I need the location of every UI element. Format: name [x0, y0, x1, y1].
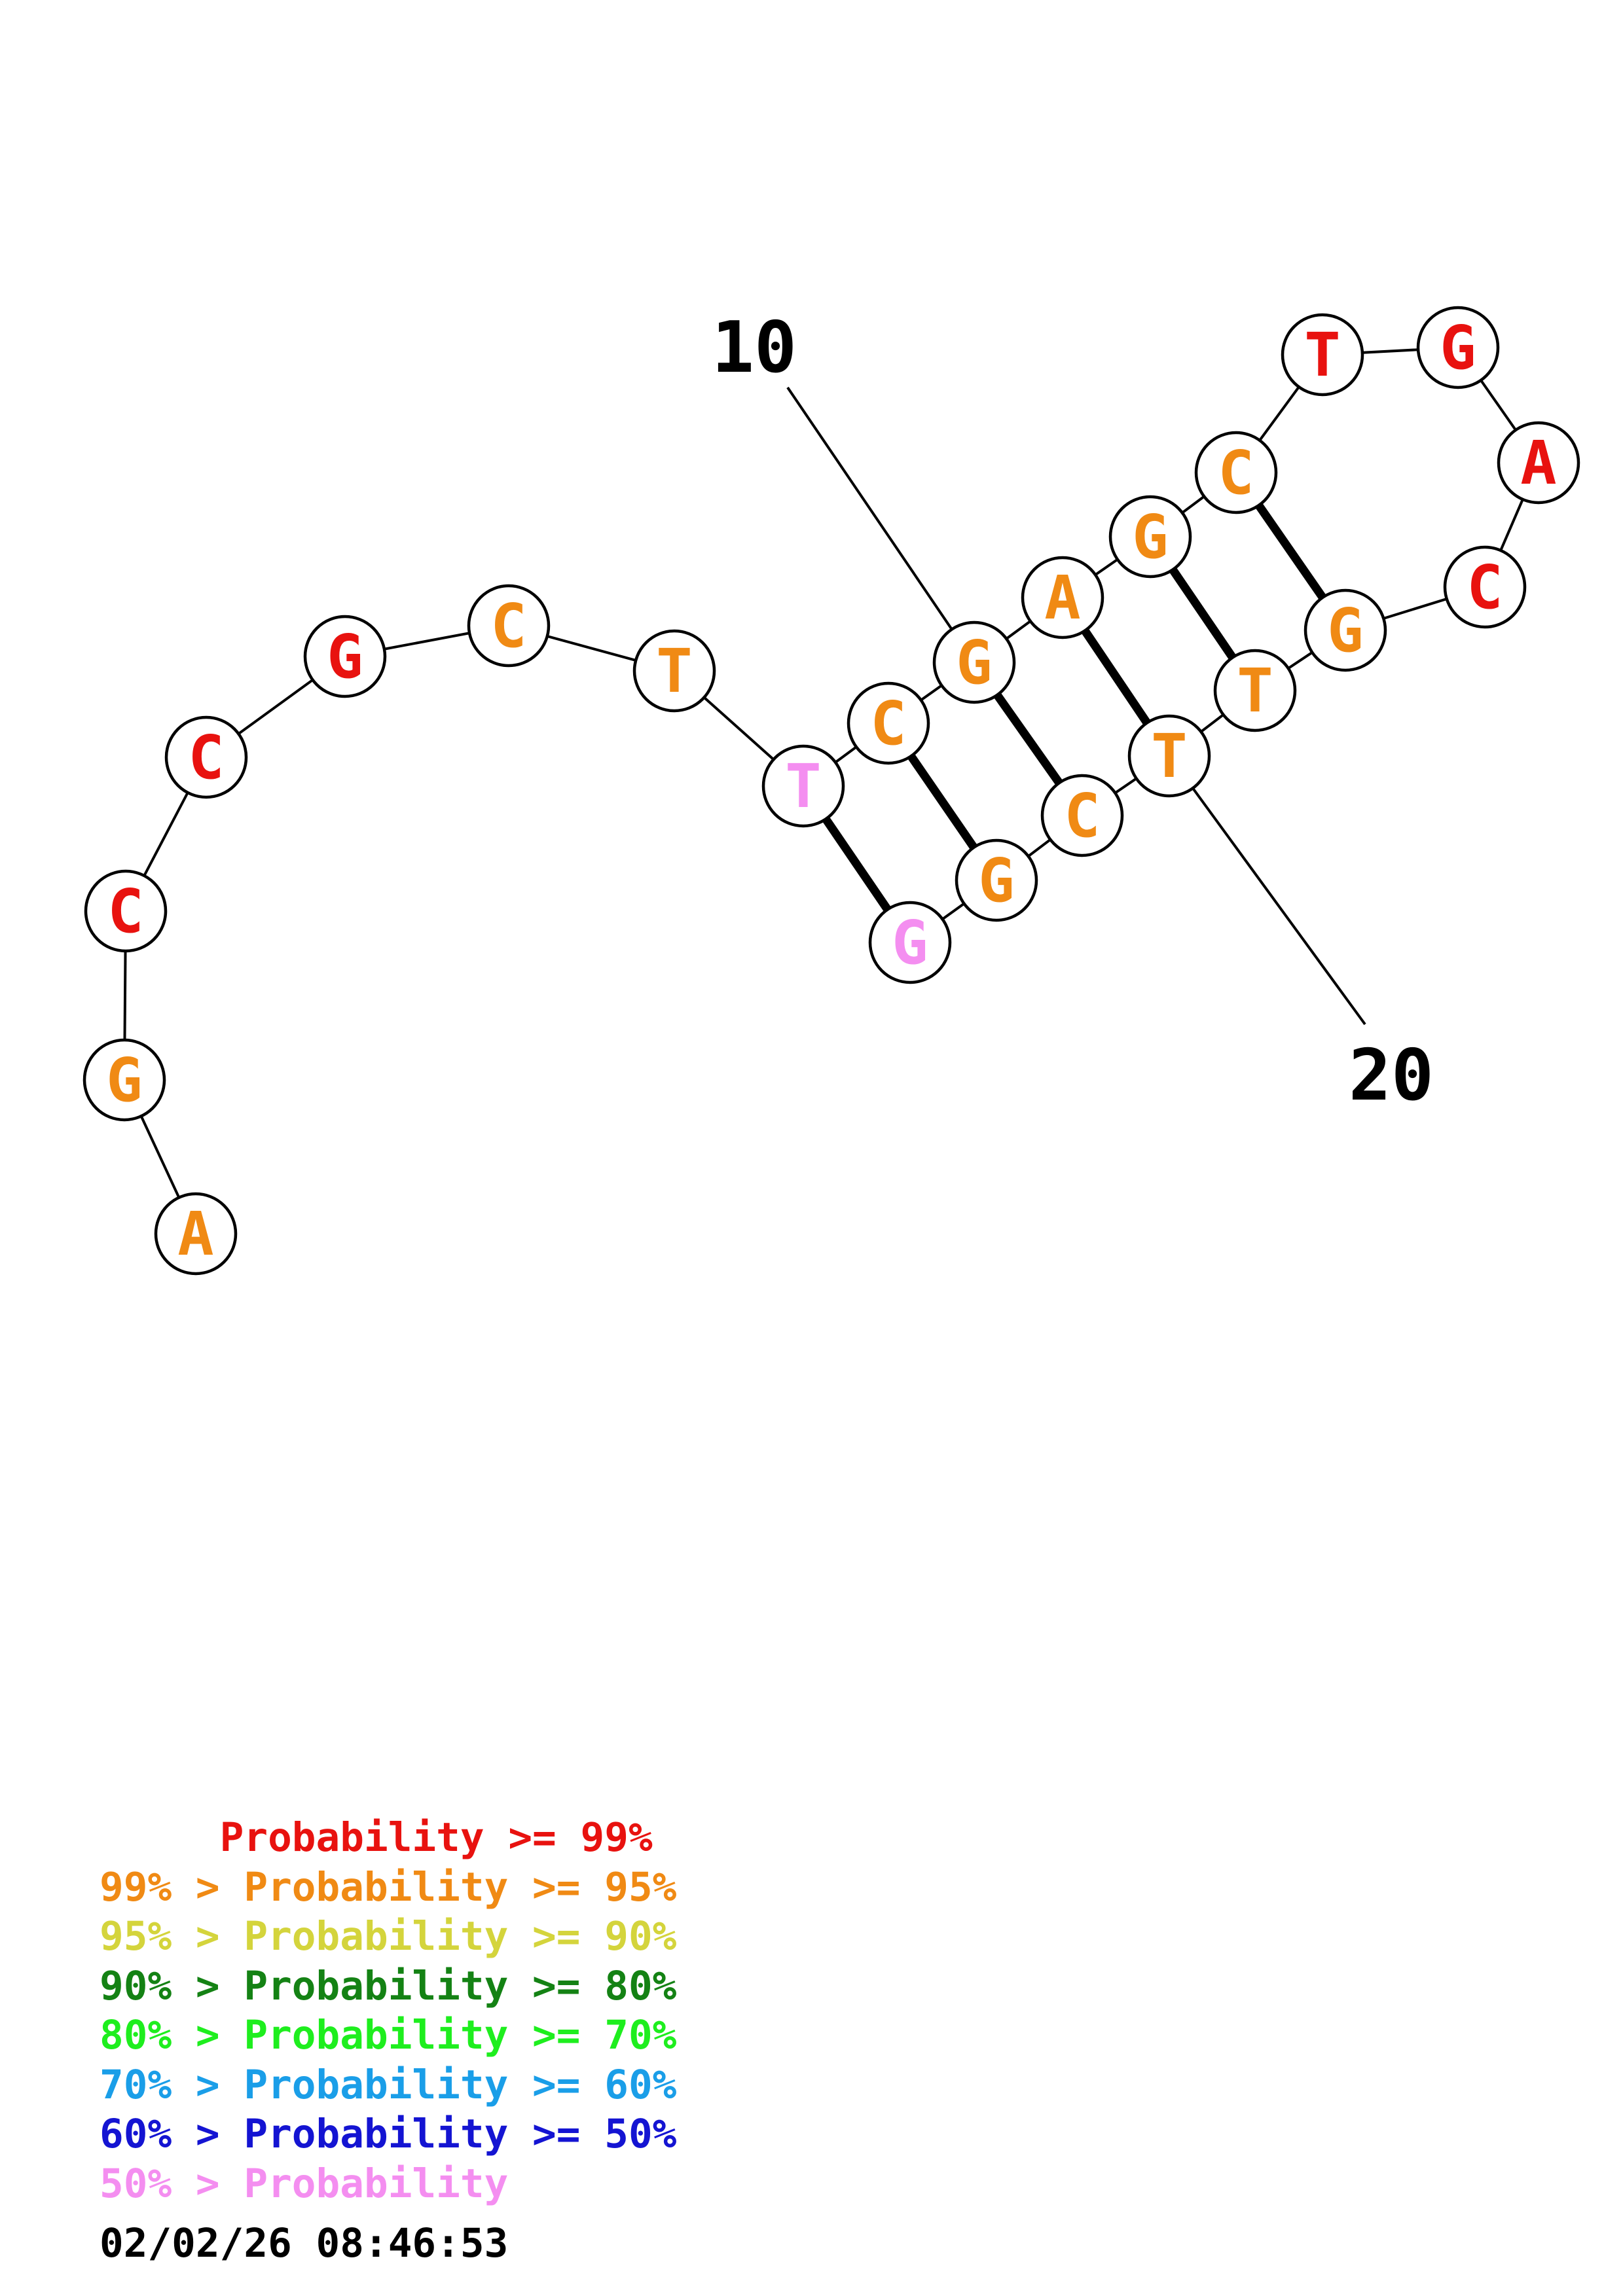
nucleotide: G	[1304, 588, 1387, 672]
nucleotide: G	[303, 615, 387, 698]
nucleotide-circle	[1304, 588, 1387, 672]
nucleotide-circle	[847, 681, 930, 765]
nucleotide: A	[154, 1192, 238, 1276]
nucleotide: C	[847, 681, 930, 765]
nucleotide: C	[467, 584, 551, 668]
nucleotide-letter: T	[785, 751, 821, 821]
nucleotide-letter: C	[1218, 438, 1254, 508]
nucleotide-circle	[1281, 313, 1364, 397]
nucleotide-circle	[164, 715, 248, 799]
position-label-leaders	[786, 386, 1366, 1026]
label-leader-line	[1168, 755, 1366, 1026]
nucleotide-letter: G	[956, 628, 992, 698]
legend-entry: 50% > Probability	[100, 2160, 509, 2207]
nucleotide-circle	[1497, 421, 1580, 505]
probability-legend: Probability >= 99% 99% > Probability >= 9…	[100, 1813, 676, 2208]
position-label: 20	[1349, 1035, 1434, 1117]
legend-entry: Probability >= 99%	[100, 1814, 653, 1861]
nucleotide-circle	[84, 869, 168, 953]
nucleotide-circle	[1443, 545, 1527, 629]
nucleotide-circle	[1194, 431, 1278, 514]
nucleotide-letter: G	[327, 622, 363, 692]
nucleotide-circle	[632, 629, 716, 713]
nucleotide-letter: G	[978, 846, 1014, 916]
legend-entry: 80% > Probability >= 70%	[100, 2012, 677, 2058]
nucleotide-letter: A	[1520, 428, 1556, 498]
nucleotide-letter: G	[1132, 502, 1168, 572]
nucleotide-letter: T	[656, 636, 692, 706]
nucleotide-letter: T	[1237, 656, 1273, 726]
nucleotide-letter: A	[177, 1199, 213, 1269]
nucleotide-letter: G	[1440, 313, 1476, 383]
label-leader-line	[786, 386, 976, 664]
nucleotide-letter: A	[1044, 563, 1080, 633]
nucleotide: G	[955, 838, 1038, 922]
nucleotide: T	[1281, 313, 1364, 397]
nucleotide: A	[1497, 421, 1580, 505]
nucleotide-letter: G	[106, 1045, 142, 1115]
nucleotide-circle	[82, 1038, 166, 1122]
nucleotide-letter: C	[188, 723, 224, 793]
nucleotide: G	[932, 620, 1016, 704]
nucleotide-letter: G	[892, 908, 928, 978]
nucleotide-circle	[1127, 714, 1211, 798]
nucleotide: T	[761, 744, 845, 828]
nucleotide: G	[1108, 495, 1192, 579]
nucleotide-circle	[1213, 649, 1297, 732]
nucleotide-letter: C	[870, 689, 906, 759]
nucleotide-circle	[868, 901, 952, 984]
nucleotide: T	[1213, 649, 1297, 732]
nucleotide: G	[1416, 306, 1500, 389]
nucleotide-letter: C	[1064, 781, 1100, 851]
nucleotide: A	[1021, 556, 1104, 639]
nucleotide-circle	[154, 1192, 238, 1276]
nucleotide-circle	[467, 584, 551, 668]
nucleotide-letter: C	[1467, 552, 1503, 622]
nucleotide: C	[1040, 774, 1124, 857]
nucleotide: C	[1194, 431, 1278, 514]
legend-entry: 70% > Probability >= 60%	[100, 2061, 677, 2108]
nucleotide-letter: T	[1304, 320, 1340, 390]
nucleotide-circle	[955, 838, 1038, 922]
nucleotide: T	[1127, 714, 1211, 798]
legend-entry: 90% > Probability >= 80%	[100, 1962, 677, 2009]
nucleotide: T	[632, 629, 716, 713]
nucleotide-circle	[1040, 774, 1124, 857]
timestamp: 02/02/26 08:46:53	[100, 2220, 509, 2267]
nucleotide-letter: G	[1327, 596, 1363, 666]
nucleotide-circle	[303, 615, 387, 698]
nucleotide-letter: T	[1151, 721, 1187, 791]
nucleotide: C	[164, 715, 248, 799]
nucleotide-letter: C	[490, 591, 526, 661]
nucleotide: G	[82, 1038, 166, 1122]
legend-entry: 99% > Probability >= 95%	[100, 1863, 677, 1910]
position-label: 10	[712, 307, 797, 389]
nucleotide: G	[868, 901, 952, 984]
legend-entry: 60% > Probability >= 50%	[100, 2111, 677, 2157]
position-labels: 10 20	[712, 307, 1434, 1117]
nucleotide: C	[1443, 545, 1527, 629]
legend-entry: 95% > Probability >= 90%	[100, 1913, 677, 1960]
nucleotide-letter: C	[107, 876, 143, 946]
nucleotide-circle	[1416, 306, 1500, 389]
nucleotide-circle	[761, 744, 845, 828]
nucleotide-circle	[932, 620, 1016, 704]
nucleotide-circle	[1108, 495, 1192, 579]
nucleotide: C	[84, 869, 168, 953]
nucleotide-circle	[1021, 556, 1104, 639]
